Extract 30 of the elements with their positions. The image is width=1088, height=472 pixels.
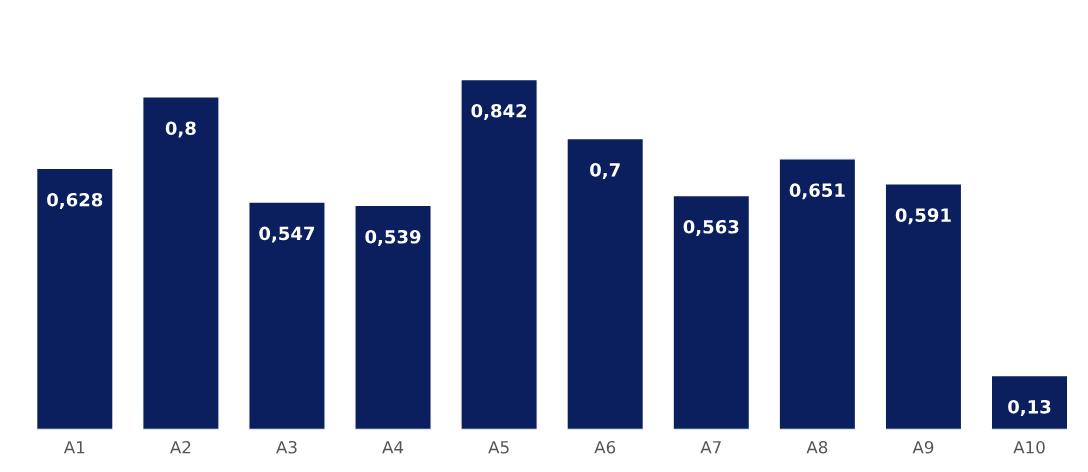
data-label: 0,547: [259, 226, 315, 243]
bar: [778, 158, 857, 430]
x-tick-label: A8: [806, 440, 828, 454]
data-label: 0,651: [789, 183, 845, 200]
x-tick-label: A9: [912, 440, 934, 454]
bar: [566, 137, 645, 430]
bar: [672, 194, 751, 430]
bar: [460, 78, 539, 430]
data-label: 0,7: [590, 163, 620, 179]
x-tick-label: A1: [63, 441, 85, 454]
x-tick-label: A6: [594, 440, 616, 454]
data-label: 0,13: [1008, 399, 1051, 416]
data-label: 0,563: [683, 219, 739, 236]
x-tick-label: A10: [1013, 440, 1045, 454]
x-tick-label: A3: [276, 440, 297, 454]
data-label: 0,842: [471, 103, 527, 120]
bar: [141, 96, 220, 430]
x-tick-label: A2: [170, 440, 191, 454]
bar: [990, 374, 1069, 430]
bar: [354, 204, 432, 430]
x-tick-label: A4: [382, 441, 404, 454]
x-tick-label: A7: [700, 441, 721, 454]
data-label: 0,591: [895, 208, 951, 225]
data-label: 0,628: [47, 192, 103, 209]
bar: [248, 201, 326, 430]
data-label: 0,539: [365, 229, 421, 246]
x-tick-label: A5: [488, 441, 509, 454]
data-label: 0,8: [165, 121, 196, 138]
bar: [35, 167, 114, 430]
bar: [884, 183, 963, 430]
